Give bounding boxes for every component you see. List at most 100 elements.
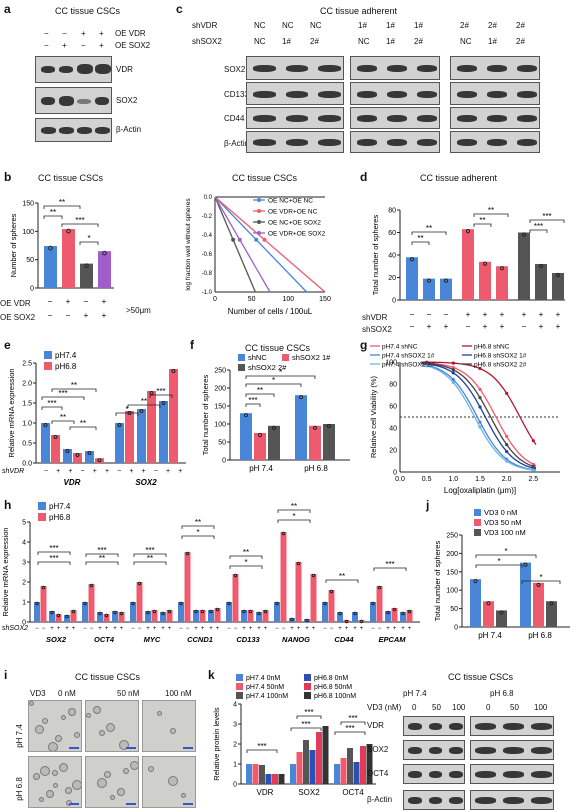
panel-a-title: CC tissue CSCs <box>55 6 121 16</box>
bar <box>334 764 340 784</box>
shvdr-sign: − <box>444 310 449 319</box>
y-axis-label: log fraction well without spheres <box>185 198 192 291</box>
blot-band <box>253 65 276 72</box>
blot-band <box>503 723 524 730</box>
bar <box>44 246 57 288</box>
data-point <box>531 439 535 443</box>
bar <box>295 562 302 622</box>
sphere <box>86 713 91 718</box>
data-point <box>312 425 318 430</box>
data-point <box>451 361 455 365</box>
blot-label-actin-c: β-Actin <box>224 139 250 148</box>
blot-band <box>487 65 507 72</box>
bar <box>496 610 507 627</box>
panel-label-h: h <box>4 498 12 512</box>
blot-band <box>449 747 463 754</box>
sphere <box>46 790 54 798</box>
data-point <box>149 391 154 395</box>
panel-i-title: CC tissue CSCs <box>75 672 141 682</box>
y-axis-label: Number of spheres <box>9 213 18 277</box>
blot-band <box>387 65 407 72</box>
shsox2-sign: + <box>539 322 544 331</box>
data-point <box>257 611 261 616</box>
data-point <box>407 609 412 614</box>
chart-j: 0 50 100 150 200 250 Total number of spheres VD… <box>433 508 570 640</box>
bar <box>80 263 93 288</box>
legend-label: pH6.8 <box>55 362 77 371</box>
blot-strip <box>350 131 440 153</box>
y-tick-label: 0.0 <box>204 195 213 201</box>
data-point <box>377 585 382 590</box>
blot-band <box>531 747 552 754</box>
data-point <box>531 468 535 472</box>
blot-band <box>318 90 341 98</box>
data-point <box>371 601 375 606</box>
y-tick-label: 150 <box>214 404 226 411</box>
sh-sign: + <box>408 626 412 632</box>
legend-label: pH6.8 100nM <box>314 693 356 700</box>
legend-swatch <box>304 692 311 699</box>
legend-label: VD3 50 nM <box>484 518 522 527</box>
panel-label-c: c <box>176 2 183 16</box>
data-point <box>329 589 334 594</box>
shsox2-lane-label: NC <box>460 37 472 46</box>
legend-label: pH7.4 shSOX2 1# <box>382 353 435 360</box>
chart-k: 0 1 2 3 4 Relative protein levels pH7.4 0nM pH7… <box>212 674 376 797</box>
shsox2-sign: − <box>410 322 415 331</box>
k-vd3-label: VD3 (nM) <box>367 703 402 712</box>
gene-label: CCND1 <box>187 635 213 644</box>
data-point <box>451 368 455 372</box>
sh-sign: − <box>35 626 39 632</box>
blot-strip <box>450 131 540 153</box>
sig-bracket <box>127 404 161 408</box>
sh-sign: + <box>360 626 364 632</box>
chart-e: 0.0 0.5 1.0 1.5 2.0 2.5 Relative mRNA expressi… <box>2 351 186 487</box>
sh-sign: + <box>257 626 261 632</box>
bar <box>520 562 531 627</box>
blot-strip <box>470 716 554 736</box>
data-point <box>227 601 231 606</box>
legend-swatch <box>44 351 52 359</box>
sig-label: * <box>497 557 500 566</box>
sig-label: ** <box>59 198 65 207</box>
shvdr-lane-label: 1# <box>358 21 367 30</box>
bar <box>208 610 214 622</box>
sphere <box>52 770 58 776</box>
gene-label: VDR <box>64 478 81 487</box>
data-point <box>65 614 69 619</box>
blot-strip <box>403 740 465 760</box>
oe-vdr-sign: + <box>102 297 107 306</box>
blot-strip <box>403 790 465 810</box>
y-tick-label: 100 <box>385 360 397 367</box>
data-point <box>499 610 504 615</box>
sig-bracket <box>51 388 97 392</box>
blot-band <box>387 139 407 146</box>
y-axis-label: Relative mRNA expression <box>1 527 10 616</box>
shsox2-lane-label: 2# <box>516 37 525 46</box>
y-tick-label: 1.5 <box>22 401 32 408</box>
sig-label: *** <box>534 222 543 231</box>
sh-sign: + <box>386 626 390 632</box>
data-point <box>521 232 527 237</box>
blot-strip <box>403 716 465 736</box>
sh-sign: + <box>312 626 316 632</box>
data-point <box>185 551 190 556</box>
y-tick-label: 20 <box>389 448 397 455</box>
micrograph <box>28 756 82 808</box>
bar <box>268 425 280 460</box>
bar <box>95 458 104 463</box>
y-tick-label: 1.0 <box>22 421 32 428</box>
data-point <box>117 423 122 427</box>
sig-label: ** <box>417 234 423 243</box>
bar <box>151 610 158 622</box>
bar <box>130 602 136 622</box>
sig-label: ** <box>488 206 494 215</box>
y-tick-label: 0 <box>30 286 34 293</box>
legend-marker <box>257 220 261 224</box>
y-axis-label: Total number of spheres <box>371 215 380 296</box>
x-tick-label: 2.0 <box>502 476 512 483</box>
sphere <box>53 783 58 788</box>
blot-band <box>428 771 443 778</box>
data-point <box>451 365 455 370</box>
b-cond-oe-sox2: OE SOX2 <box>0 313 36 322</box>
